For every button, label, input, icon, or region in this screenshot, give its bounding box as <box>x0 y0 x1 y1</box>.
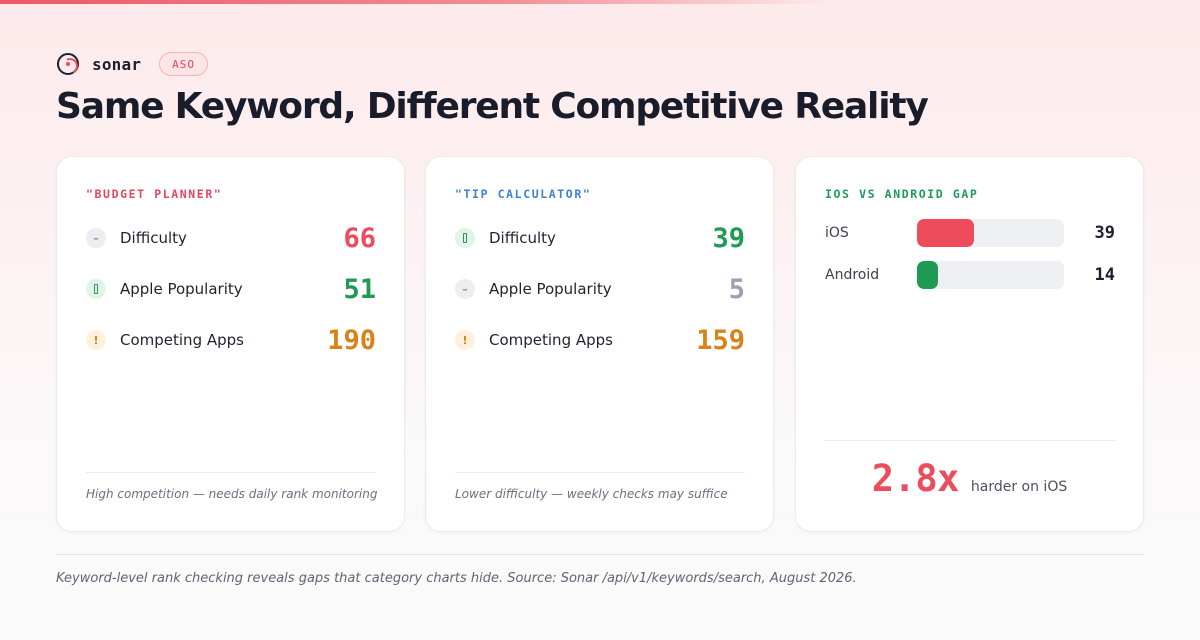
metric-label: Competing Apps <box>120 331 244 349</box>
aso-badge: ASO <box>159 52 209 76</box>
platform-gap-card: IOS VS ANDROID GAP iOS 39 Android 14 2.8… <box>795 156 1144 532</box>
platform-name: iOS <box>825 225 849 241</box>
footnote: Keyword-level rank checking reveals gaps… <box>56 571 857 586</box>
gap-bar-fill-android <box>917 261 938 289</box>
metric-row-difficulty: Difficulty 39 <box>455 222 745 254</box>
gap-bar-fill-ios <box>917 219 975 247</box>
brand-header: sonar ASO <box>57 52 209 76</box>
card-divider <box>86 472 376 473</box>
keyword-card-tip-calculator: "TIP CALCULATOR" Difficulty 39 – Apple P… <box>425 156 774 532</box>
metric-label: Apple Popularity <box>489 280 612 298</box>
gap-value: 14 <box>1094 265 1115 285</box>
metric-value: 51 <box>343 273 376 305</box>
metric-value: 159 <box>696 324 745 356</box>
card-label: IOS VS ANDROID GAP <box>825 187 979 201</box>
metric-row-apple-popularity: Apple Popularity 51 <box>86 273 376 305</box>
minus-icon: – <box>455 279 475 299</box>
platform-name: Android <box>825 267 880 283</box>
gap-row-android: Android 14 <box>825 261 1115 289</box>
metric-label: Apple Popularity <box>120 280 243 298</box>
card-note: High competition — needs daily rank moni… <box>86 487 378 501</box>
metric-label: Competing Apps <box>489 331 613 349</box>
gap-bar-track <box>917 261 1064 289</box>
gap-value: 39 <box>1094 223 1115 243</box>
bar-icon <box>86 279 106 299</box>
top-accent-line <box>0 0 830 4</box>
metric-label: Difficulty <box>489 229 556 247</box>
metric-value: 5 <box>728 273 745 305</box>
card-label: "BUDGET PLANNER" <box>86 187 223 201</box>
metric-row-competing-apps: ! Competing Apps 159 <box>455 324 745 356</box>
exclamation-icon: ! <box>455 330 475 350</box>
footer-divider <box>56 554 1144 555</box>
card-divider <box>825 440 1115 441</box>
ratio-value: 2.8x <box>871 457 960 500</box>
metric-row-competing-apps: ! Competing Apps 190 <box>86 324 376 356</box>
exclamation-icon: ! <box>86 330 106 350</box>
ratio-text: harder on iOS <box>970 479 1068 495</box>
brand-name: sonar <box>92 54 142 74</box>
metric-row-difficulty: – Difficulty 66 <box>86 222 376 254</box>
metric-label: Difficulty <box>120 229 187 247</box>
metric-value: 39 <box>712 222 745 254</box>
metric-value: 190 <box>327 324 376 356</box>
gap-ratio: 2.8x harder on iOS <box>796 457 1143 500</box>
gap-row-ios: iOS 39 <box>825 219 1115 247</box>
metric-row-apple-popularity: – Apple Popularity 5 <box>455 273 745 305</box>
card-divider <box>455 472 745 473</box>
sonar-logo-icon <box>57 53 79 75</box>
minus-icon: – <box>86 228 106 248</box>
card-note: Lower difficulty — weekly checks may suf… <box>455 487 728 501</box>
bar-icon <box>455 228 475 248</box>
metric-value: 66 <box>343 222 376 254</box>
page-title: Same Keyword, Different Competitive Real… <box>56 86 929 127</box>
keyword-card-budget-planner: "BUDGET PLANNER" – Difficulty 66 Apple P… <box>56 156 405 532</box>
gap-bar-track <box>917 219 1064 247</box>
card-label: "TIP CALCULATOR" <box>455 187 592 201</box>
